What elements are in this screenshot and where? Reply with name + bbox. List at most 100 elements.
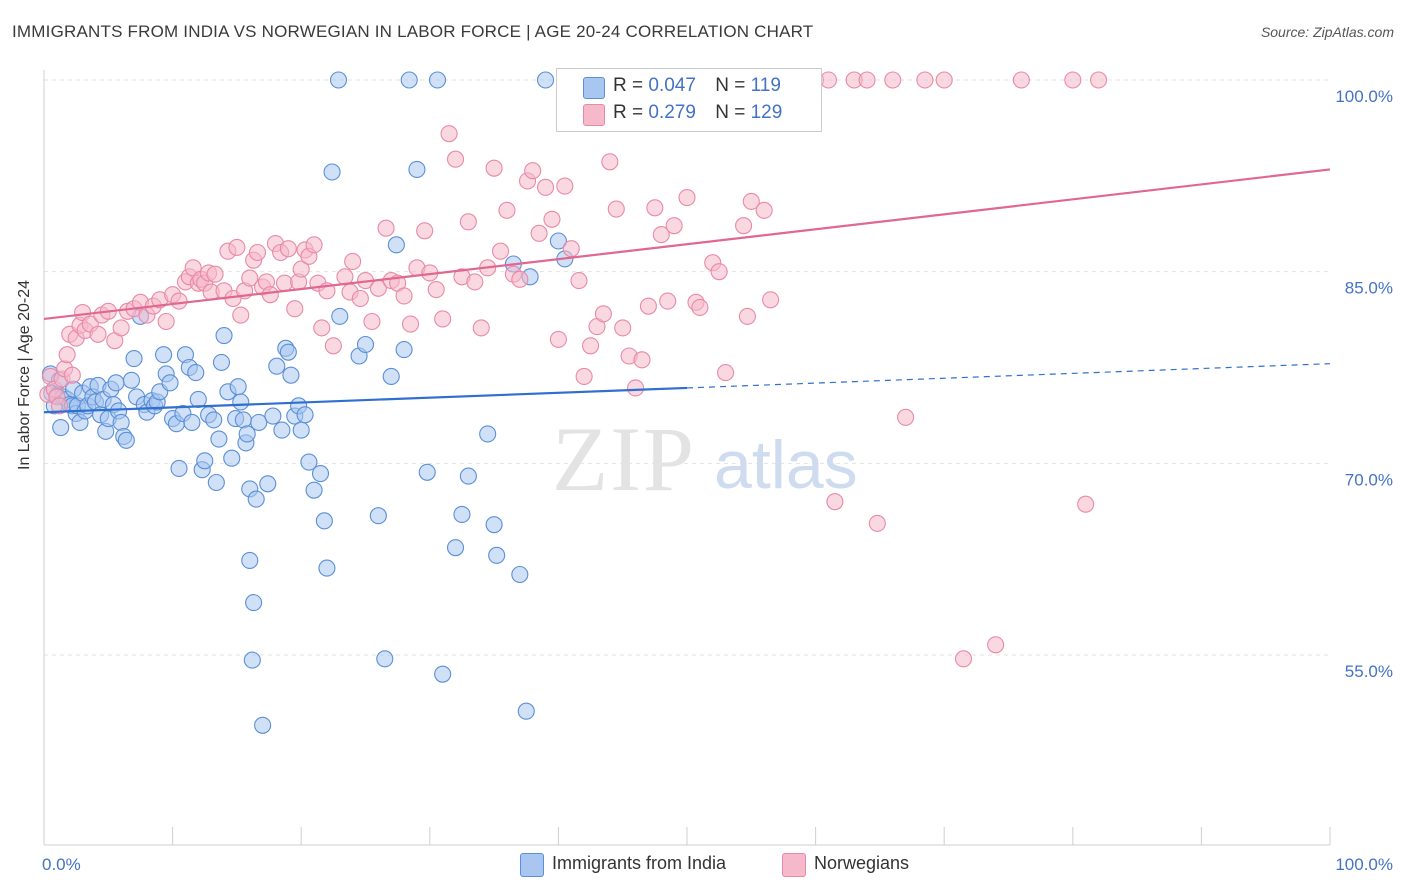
point-norwegians bbox=[286, 300, 304, 318]
point-norwegians bbox=[466, 273, 484, 291]
point-norwegians bbox=[305, 236, 323, 254]
point-norwegians bbox=[248, 243, 267, 262]
legend-n-label: N = bbox=[715, 75, 746, 96]
point-norwegians bbox=[279, 240, 297, 258]
chart-title: IMMIGRANTS FROM INDIA VS NORWEGIAN IN LA… bbox=[12, 22, 814, 41]
point-india bbox=[382, 367, 400, 385]
point-india bbox=[323, 163, 341, 181]
point-india bbox=[315, 512, 333, 530]
point-india bbox=[418, 463, 436, 481]
legend-n-value: 119 bbox=[750, 75, 781, 96]
point-india bbox=[183, 413, 201, 431]
point-norwegians bbox=[594, 305, 612, 323]
point-india bbox=[215, 327, 233, 345]
x-tick-label: 100.0% bbox=[1335, 855, 1393, 874]
point-norwegians bbox=[639, 297, 657, 315]
point-norwegians bbox=[738, 307, 756, 325]
point-norwegians bbox=[1064, 71, 1082, 89]
bottom-legend-label-india: Immigrants from India bbox=[552, 853, 727, 873]
trend-lines bbox=[43, 168, 1331, 414]
point-india bbox=[112, 413, 130, 431]
point-norwegians bbox=[742, 192, 760, 210]
point-norwegians bbox=[916, 71, 934, 89]
legend-row-norwegians: R = 0.279 N = 129 bbox=[613, 102, 782, 126]
point-norwegians bbox=[646, 199, 664, 217]
point-india bbox=[238, 425, 256, 443]
point-india bbox=[369, 507, 387, 525]
point-norwegians bbox=[472, 319, 490, 337]
point-india bbox=[446, 539, 465, 557]
point-norwegians bbox=[755, 201, 773, 219]
point-india bbox=[229, 378, 247, 396]
point-norwegians bbox=[344, 252, 362, 270]
point-norwegians bbox=[1077, 495, 1095, 513]
bottom-legend-swatch-norwegians bbox=[782, 853, 806, 877]
legend-n-value: 129 bbox=[750, 102, 783, 123]
point-norwegians bbox=[858, 71, 876, 89]
point-norwegians bbox=[710, 263, 728, 281]
point-norwegians bbox=[427, 281, 445, 299]
legend-r-label: R = bbox=[613, 75, 644, 96]
point-norwegians bbox=[543, 210, 561, 228]
point-india bbox=[536, 71, 555, 89]
point-norwegians bbox=[63, 366, 81, 384]
legend-swatch-india bbox=[583, 77, 605, 99]
point-india bbox=[296, 406, 314, 424]
point-norwegians bbox=[377, 219, 395, 237]
point-india bbox=[245, 594, 263, 612]
point-india bbox=[305, 481, 323, 499]
y-tick-label: 100.0% bbox=[1335, 87, 1393, 106]
point-india bbox=[395, 341, 413, 359]
legend-n-label: N = bbox=[715, 102, 746, 123]
y-tick-labels: 55.0% 70.0% 85.0% 100.0% bbox=[1335, 87, 1393, 681]
watermark-zip: ZIP bbox=[552, 408, 696, 510]
point-india bbox=[273, 421, 291, 439]
point-norwegians bbox=[112, 319, 130, 337]
point-norwegians bbox=[562, 240, 580, 258]
point-norwegians bbox=[511, 270, 529, 288]
point-norwegians bbox=[170, 292, 188, 310]
point-india bbox=[511, 565, 529, 584]
point-norwegians bbox=[485, 159, 503, 177]
point-norwegians bbox=[524, 162, 542, 180]
point-india bbox=[205, 411, 223, 429]
point-india bbox=[52, 419, 70, 437]
point-india bbox=[243, 651, 261, 669]
point-india bbox=[189, 390, 207, 408]
point-norwegians bbox=[536, 178, 555, 196]
point-india bbox=[117, 431, 135, 449]
point-norwegians bbox=[206, 265, 224, 283]
point-norwegians bbox=[691, 298, 709, 316]
point-norwegians bbox=[530, 224, 548, 242]
point-norwegians bbox=[954, 650, 973, 668]
grid-lines bbox=[44, 79, 1330, 656]
point-india bbox=[356, 335, 375, 354]
point-india bbox=[264, 407, 282, 425]
point-india bbox=[234, 411, 252, 429]
point-india bbox=[331, 307, 349, 325]
watermark: ZIP atlas bbox=[552, 408, 858, 510]
point-india bbox=[170, 459, 188, 477]
point-norwegians bbox=[678, 189, 696, 207]
legend-r-label: R = bbox=[613, 102, 644, 123]
point-india bbox=[485, 516, 503, 534]
correlation-legend: R = 0.047 N = 119 R = 0.279 N = 129 bbox=[556, 68, 822, 132]
point-india bbox=[223, 449, 241, 467]
point-norwegians bbox=[556, 177, 574, 195]
point-norwegians bbox=[868, 514, 886, 532]
point-india bbox=[479, 425, 497, 443]
point-norwegians bbox=[261, 286, 279, 304]
point-norwegians bbox=[157, 312, 175, 331]
point-norwegians bbox=[581, 337, 600, 355]
point-india bbox=[187, 364, 205, 382]
point-norwegians bbox=[897, 408, 915, 426]
point-india bbox=[212, 353, 231, 371]
point-norwegians bbox=[228, 238, 246, 256]
legend-swatch-norwegians bbox=[583, 104, 605, 126]
x-tick-labels: 0.0% 100.0% bbox=[42, 855, 1393, 874]
point-norwegians bbox=[1089, 71, 1108, 89]
point-india bbox=[259, 475, 277, 493]
point-norwegians bbox=[498, 201, 516, 219]
point-india bbox=[210, 430, 228, 448]
